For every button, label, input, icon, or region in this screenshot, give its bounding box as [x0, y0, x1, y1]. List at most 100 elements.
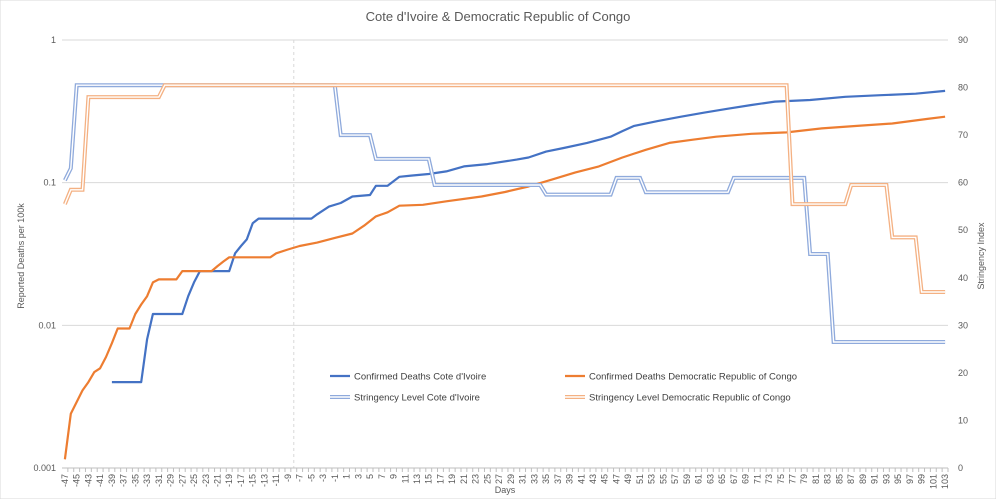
x-tick-label: 3 — [353, 474, 363, 479]
x-tick-label: -1 — [330, 474, 340, 482]
x-tick-label: 89 — [858, 474, 868, 484]
x-tick-label: -45 — [72, 474, 82, 487]
x-tick-label: 57 — [670, 474, 680, 484]
series-line-inner — [64, 84, 946, 343]
x-tick-label: 101 — [928, 474, 938, 489]
x-tick-label: 75 — [776, 474, 786, 484]
x-tick-label: 65 — [717, 474, 727, 484]
x-tick-label: 39 — [565, 474, 575, 484]
series-line-inner — [64, 84, 946, 293]
x-tick-label: 17 — [435, 474, 445, 484]
y-right-tick-label: 30 — [958, 320, 968, 330]
x-tick-label: -13 — [259, 474, 269, 487]
series-line — [63, 115, 946, 460]
series-layer — [63, 83, 946, 460]
y-right-tick-label: 40 — [958, 273, 968, 283]
x-tick-label: -3 — [318, 474, 328, 482]
x-tick-label: 15 — [424, 474, 434, 484]
x-tick-label: -11 — [271, 474, 281, 486]
legend-item-2: Confirmed Deaths Democratic Republic of … — [565, 372, 797, 383]
x-tick-label: 5 — [365, 474, 375, 479]
x-tick-label: 73 — [764, 474, 774, 484]
x-tick-label: -33 — [142, 474, 152, 487]
x-tick-label: 95 — [893, 474, 903, 484]
x-tick-label: 61 — [694, 474, 704, 484]
x-tick-label: 59 — [682, 474, 692, 484]
legend-label: Stringency Level Democratic Republic of … — [589, 393, 791, 404]
x-tick-label: 29 — [506, 474, 516, 484]
x-tick-label: -19 — [224, 474, 234, 487]
legend-label: Stringency Level Cote d'Ivoire — [354, 393, 480, 404]
y-left-tick-label: 0.1 — [43, 178, 56, 188]
x-tick-label: -23 — [201, 474, 211, 487]
x-tick-label: 53 — [647, 474, 657, 484]
x-tick-label: 37 — [553, 474, 563, 484]
legend-item-3: Stringency Level Cote d'Ivoire — [330, 393, 480, 404]
x-tick-label: 63 — [705, 474, 715, 484]
x-axis-title: Days — [495, 485, 516, 495]
series-line — [111, 89, 946, 384]
x-tick-label: -43 — [83, 474, 93, 487]
y-axis-right-title: Stringency Index — [976, 222, 986, 290]
x-tick-label: 85 — [834, 474, 844, 484]
x-tick-label: 23 — [471, 474, 481, 484]
y-right-tick-label: 70 — [958, 130, 968, 140]
x-tick-label: 83 — [823, 474, 833, 484]
legend-label: Confirmed Deaths Democratic Republic of … — [589, 372, 797, 383]
series-2 — [63, 115, 946, 460]
y-axis-left-title: Reported Deaths per 100k — [16, 203, 26, 309]
legend-item-1: Confirmed Deaths Cote d'Ivoire — [330, 372, 486, 383]
x-tick-label: 93 — [881, 474, 891, 484]
x-tick-label: -39 — [107, 474, 117, 487]
y-right-tick-label: 80 — [958, 83, 968, 93]
x-tick-label: 11 — [400, 474, 410, 483]
legend-item-4: Stringency Level Democratic Republic of … — [565, 393, 791, 404]
legend-label: Confirmed Deaths Cote d'Ivoire — [354, 372, 486, 383]
y-right-tick-label: 60 — [958, 178, 968, 188]
x-tick-label: -9 — [283, 474, 293, 482]
x-tick-label: 35 — [541, 474, 551, 484]
x-tick-label: -41 — [95, 474, 105, 487]
x-tick-label: 99 — [917, 474, 927, 484]
x-tick-label: 31 — [518, 474, 528, 484]
x-tick-label: 51 — [635, 474, 645, 484]
x-tick-label: 13 — [412, 474, 422, 484]
y-left-tick-label: 0.01 — [38, 320, 56, 330]
series-4 — [63, 83, 946, 294]
x-tick-label: 49 — [623, 474, 633, 484]
x-tick-label: -25 — [189, 474, 199, 487]
x-tick-label: 27 — [494, 474, 504, 484]
series-1 — [111, 89, 946, 384]
x-tick-label: 81 — [811, 474, 821, 484]
x-tick-label: -31 — [154, 474, 164, 487]
x-tick-label: 1 — [342, 474, 352, 479]
x-tick-label: 71 — [752, 474, 762, 484]
x-tick-label: 87 — [846, 474, 856, 484]
y-right-tick-label: 10 — [958, 415, 968, 425]
x-tick-label: 41 — [576, 474, 586, 484]
x-tick-label: 91 — [870, 474, 880, 484]
x-tick-label: -27 — [177, 474, 187, 487]
x-tick-label: 97 — [905, 474, 915, 484]
x-tick-label: 19 — [447, 474, 457, 484]
y-left-tick-label: 0.001 — [33, 463, 56, 473]
x-tick-label: -15 — [248, 474, 258, 487]
x-tick-label: -35 — [130, 474, 140, 487]
y-right-tick-label: 20 — [958, 368, 968, 378]
x-tick-label: -37 — [119, 474, 129, 487]
x-tick-label: -47 — [60, 474, 70, 487]
x-tick-label: 67 — [729, 474, 739, 484]
x-tick-label: 33 — [529, 474, 539, 484]
y-right-tick-label: 90 — [958, 35, 968, 45]
x-tick-label: -21 — [212, 474, 222, 487]
legend: Confirmed Deaths Cote d'Ivoire Confirmed … — [330, 372, 797, 404]
x-tick-label: -29 — [166, 474, 176, 487]
x-tick-label: 47 — [611, 474, 621, 484]
x-tick-label: 103 — [940, 474, 950, 489]
x-tick-label: 9 — [389, 474, 399, 479]
x-tick-label: 77 — [788, 474, 798, 484]
y-right-tick-label: 50 — [958, 225, 968, 235]
x-tick-label: 69 — [741, 474, 751, 484]
x-tick-label: -7 — [295, 474, 305, 482]
